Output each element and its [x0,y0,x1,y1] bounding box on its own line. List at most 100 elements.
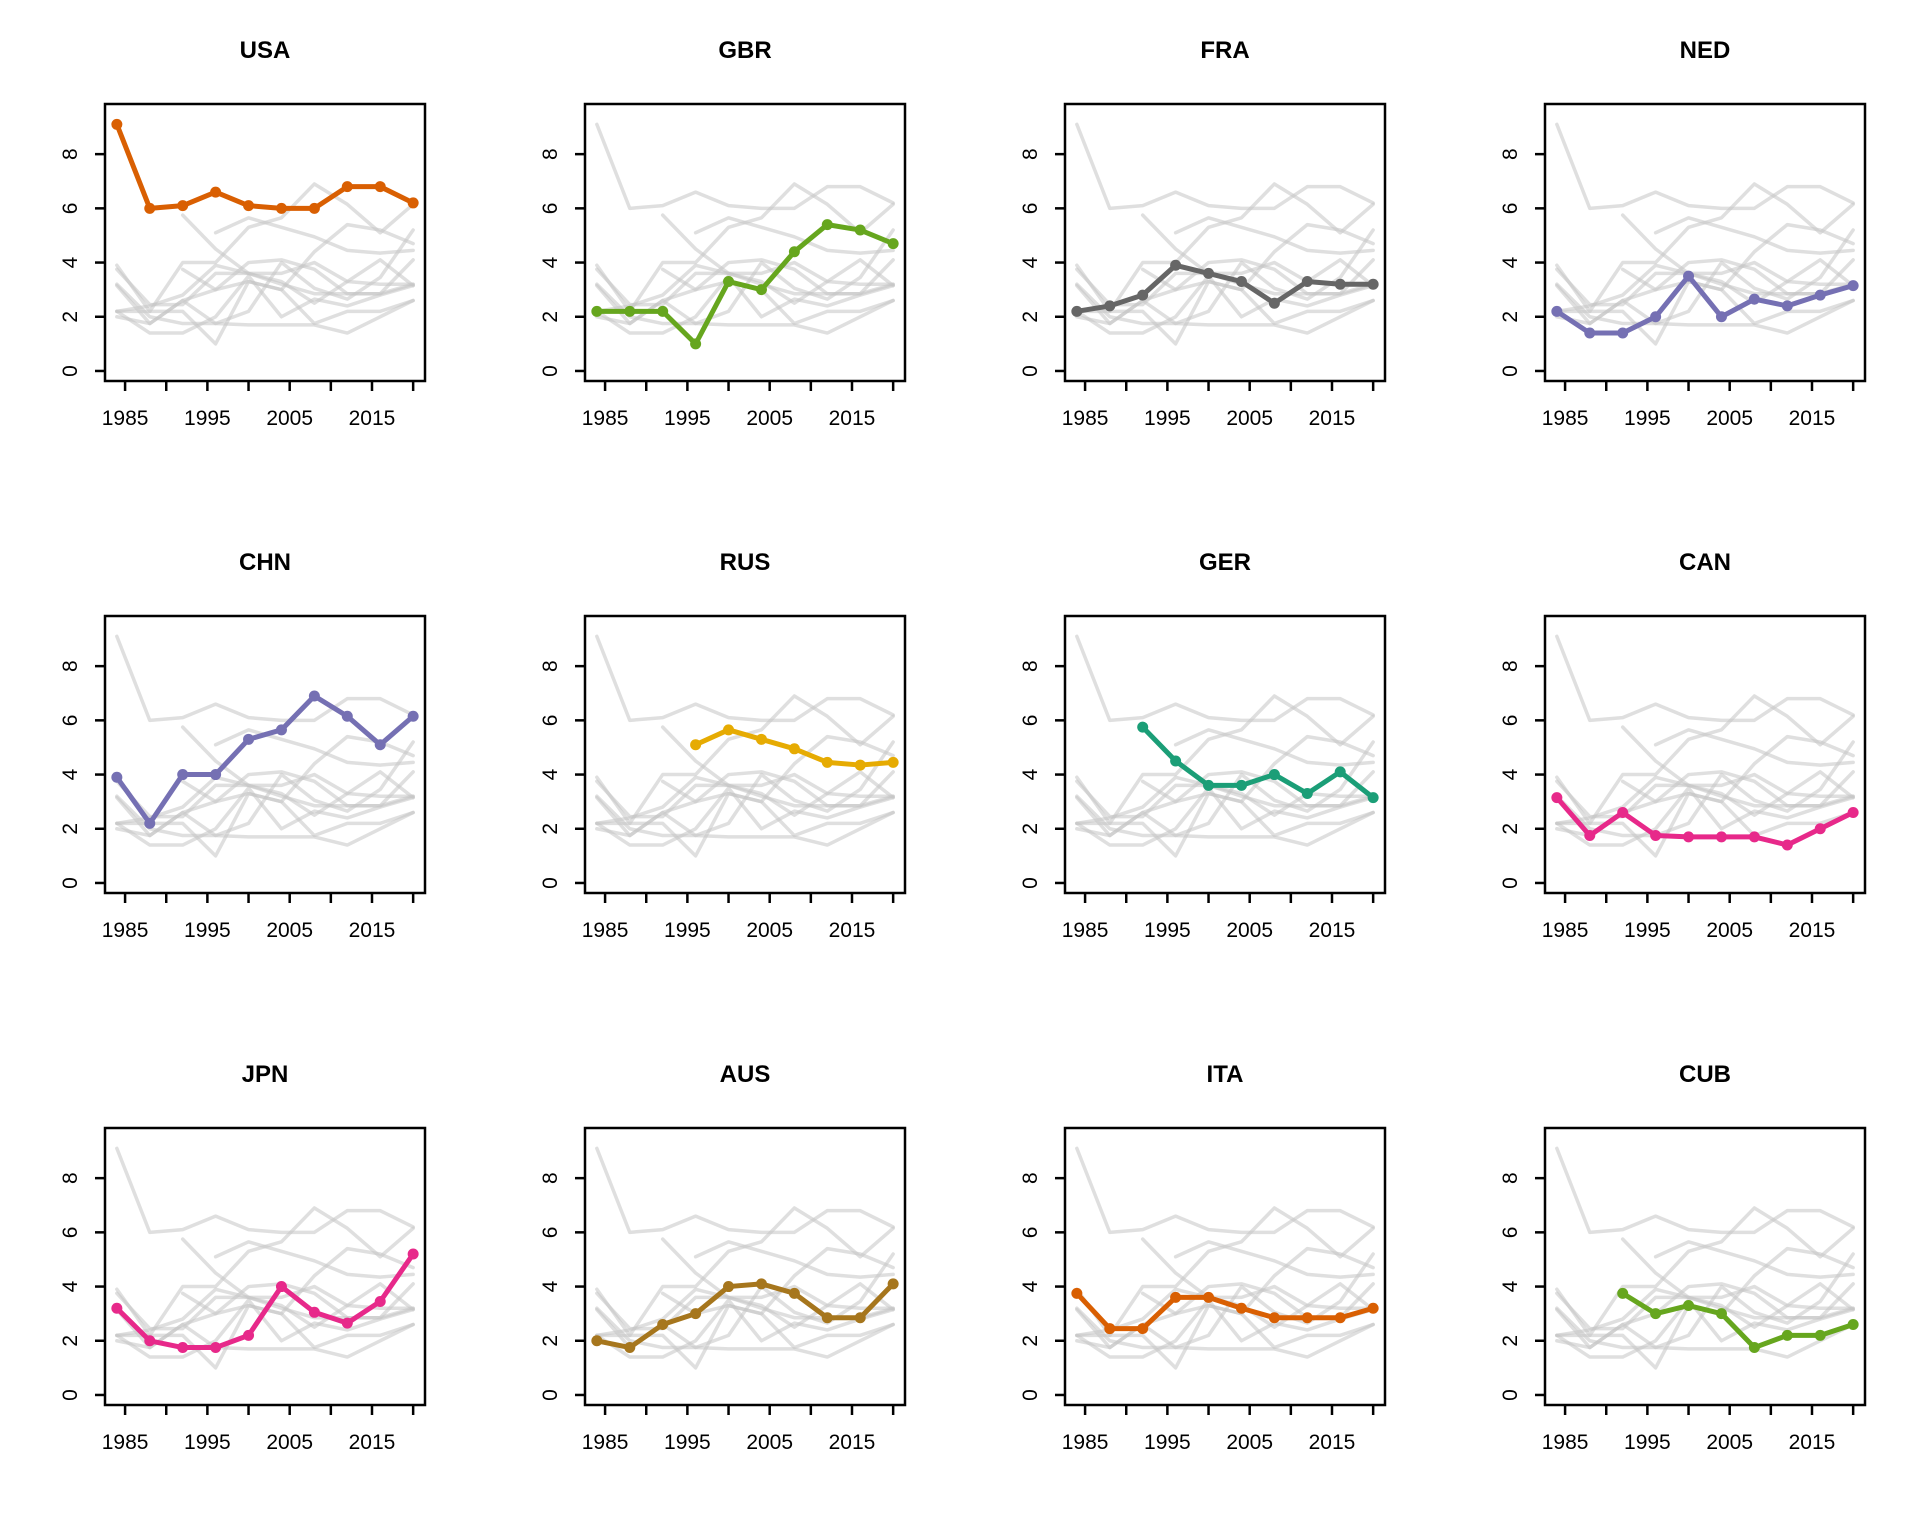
panel-JPN: JPN 1985 1995 2005 2015 0 2 4 6 8 [0,1024,480,1536]
data-point [1104,300,1116,312]
panel-background [1440,0,1920,512]
data-point [1203,1291,1215,1303]
panel-title: CHN [239,549,291,576]
y-tick-label: 0 [1019,1389,1042,1401]
background-series [1075,634,1375,858]
y-tick-label: 2 [1499,823,1522,835]
panel-CUB: CUB 1985 1995 2005 2015 0 2 4 6 8 [1440,1024,1920,1536]
y-tick-label: 8 [539,148,562,160]
x-axis: 1985 1995 2005 2015 [1062,1405,1375,1454]
y-tick-label: 8 [539,1172,562,1184]
highlighted-series-GER [1137,721,1379,804]
y-tick-label: 4 [539,768,562,780]
y-tick-label: 0 [1499,1389,1522,1401]
y-tick-label: 8 [59,148,82,160]
y-tick-label: 0 [539,877,562,889]
data-point [1334,278,1346,290]
plot-box [583,102,907,383]
data-point [1268,297,1280,309]
background-line-NED [1555,1298,1855,1359]
y-tick-label: 6 [59,1227,82,1239]
x-tick-label: 1985 [102,919,149,942]
data-point [1683,831,1695,843]
panel-background [480,1024,960,1536]
y-tick-label: 8 [59,660,82,672]
data-point [755,1278,767,1290]
data-point [1683,270,1695,282]
data-point [1847,807,1859,819]
y-tick-label: 0 [1019,365,1042,377]
data-point [1071,305,1083,317]
data-point [755,733,767,745]
data-point [374,1295,386,1307]
data-point [275,724,287,736]
y-tick-label: 0 [539,1389,562,1401]
data-point [854,759,866,771]
background-line-USA [1555,1146,1855,1235]
y-tick-label: 2 [1019,1335,1042,1347]
data-point [624,305,636,317]
background-line-RUS [213,216,415,255]
x-tick-label: 2005 [266,407,313,430]
x-tick-label: 1995 [1144,407,1191,430]
panel-title: JPN [242,1061,289,1088]
data-point [1617,327,1629,339]
y-tick-label: 0 [1019,877,1042,889]
background-line-GER [1140,213,1375,288]
background-line-USA [1555,634,1855,723]
data-point [111,1302,123,1314]
data-point [755,284,767,296]
background-line-ITA [1555,267,1855,307]
panel-title: CUB [1679,1061,1731,1088]
data-point [591,1335,603,1347]
highlighted-series-CAN [1551,792,1859,851]
series-line-ITA [1074,1290,1376,1332]
plot-box [583,1126,907,1407]
background-series [115,122,415,346]
panel-NED: NED 1985 1995 2005 2015 0 2 4 6 8 [1440,0,1920,512]
data-point [1203,779,1215,791]
data-point [111,118,123,130]
data-point [1551,792,1563,804]
panel-GBR: GBR 1985 1995 2005 2015 0 2 4 6 8 [480,0,960,512]
background-series [1075,1146,1375,1370]
x-tick-label: 2005 [1706,407,1753,430]
data-point [788,1287,800,1299]
x-axis: 1985 1995 2005 2015 [1542,381,1855,430]
data-point [1650,830,1662,842]
data-point [1203,267,1215,279]
data-point [657,305,669,317]
x-tick-label: 1995 [184,919,231,942]
background-series [595,1146,895,1370]
background-line-GER [660,725,895,800]
highlighted-series-NED [1551,270,1859,339]
x-tick-label: 2005 [1226,919,1273,942]
y-tick-label: 2 [1019,311,1042,323]
y-axis: 0 2 4 6 8 [1499,148,1545,377]
y-tick-label: 4 [1499,1280,1522,1292]
y-tick-label: 4 [1019,768,1042,780]
data-point [1268,769,1280,781]
panel-title: NED [1680,37,1731,64]
data-point [210,186,222,198]
data-point [1334,1312,1346,1324]
x-tick-label: 1985 [582,919,629,942]
panel-title: GBR [718,37,771,64]
y-tick-label: 4 [539,1280,562,1292]
x-tick-label: 1985 [1062,919,1109,942]
panel-background [0,0,480,512]
series-line-NED [1554,273,1856,336]
y-tick-label: 6 [59,203,82,215]
y-tick-label: 8 [1019,148,1042,160]
data-point [1715,1308,1727,1320]
background-line-NED [595,786,895,847]
x-tick-label: 2005 [746,1431,793,1454]
data-point [591,305,603,317]
background-line-USA [1075,634,1375,723]
background-line-RUS [693,216,895,255]
y-tick-label: 4 [539,256,562,268]
x-tick-label: 1985 [1062,1431,1109,1454]
data-point [1584,830,1596,842]
data-point [1748,1342,1760,1354]
panel-USA: USA 1985 1995 2005 2015 0 2 4 6 8 [0,0,480,512]
